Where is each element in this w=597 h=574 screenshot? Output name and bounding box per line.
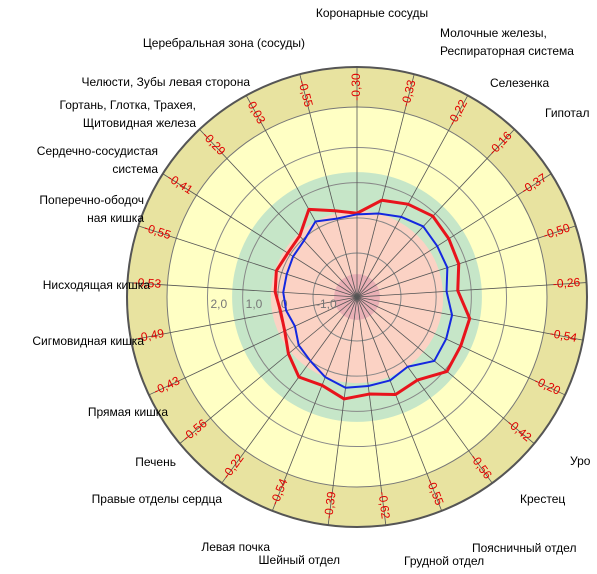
series-line [282, 212, 454, 389]
series-line [273, 198, 472, 401]
category-label: Селезенка [490, 76, 550, 90]
category-label: Челюсти, Зубы левая сторона [82, 75, 251, 89]
spoke [356, 129, 515, 298]
category-label: Левая почка [201, 540, 270, 554]
spoke [327, 296, 358, 526]
spoke [179, 296, 358, 444]
category-label: Гипотал [545, 106, 589, 120]
category-label: Респираторная система [440, 44, 574, 58]
category-label: Сердечно-сосудистая [37, 144, 158, 158]
category-label: Гортань, Глотка, Трахея, [60, 98, 196, 112]
spoke [148, 296, 358, 396]
spoke [138, 225, 358, 298]
category-label: система [112, 162, 158, 176]
spoke [245, 95, 358, 298]
value-label: -0,49 [136, 326, 166, 345]
spoke [130, 296, 358, 341]
category-label: Крестец [520, 492, 565, 506]
value-label: -0,33 [398, 78, 418, 108]
value-label: -0,54 [549, 326, 579, 345]
category-label: Правые отделы сердца [92, 492, 223, 506]
category-label: Поперечно-ободоч [39, 193, 144, 207]
category-label: Печень [135, 455, 176, 469]
r-tick-label: -1,0 [316, 297, 337, 311]
spoke [356, 282, 587, 298]
category-label: Щитовидная железа [83, 116, 196, 130]
spoke [299, 74, 358, 298]
category-label: Шейный отдел [259, 553, 340, 567]
spoke [356, 74, 415, 298]
spoke [356, 296, 387, 526]
category-label: Сигмовидная кишка [32, 334, 144, 348]
category-label: Грудной отдел [404, 554, 484, 568]
spoke [127, 282, 358, 298]
category-label: Церебральная зона (сосуды) [143, 36, 305, 50]
r-tick-label: 2,0 [210, 297, 227, 311]
category-label: ная кишка [87, 211, 144, 225]
spoke [356, 296, 443, 511]
value-label: -0,62 [375, 491, 392, 520]
spoke [221, 296, 358, 484]
spoke [356, 95, 469, 298]
spoke [271, 296, 358, 511]
spoke [162, 173, 358, 298]
category-label: Поясничный отдел [472, 541, 576, 555]
spoke [356, 173, 552, 298]
category-label: Уро [570, 454, 591, 468]
category-label: Нисходящая кишка [43, 278, 151, 292]
value-label: -0,53 [133, 275, 162, 291]
value-label: -0,26 [552, 275, 581, 291]
value-label: -0,55 [295, 78, 315, 108]
category-label: Прямая кишка [88, 405, 169, 419]
value-label: -0,30 [349, 73, 363, 101]
value-label: -0,39 [321, 490, 338, 519]
r-tick-label: 1,0 [246, 297, 263, 311]
spoke [199, 129, 358, 298]
spoke [356, 296, 535, 444]
category-label: Молочные железы, [440, 26, 547, 40]
category-label: Коронарные сосуды [316, 6, 428, 20]
spoke [356, 296, 493, 484]
spoke [356, 225, 576, 298]
